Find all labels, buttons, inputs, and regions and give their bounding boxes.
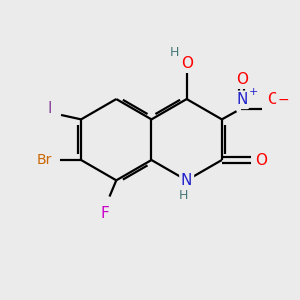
Text: H: H — [178, 189, 188, 202]
Text: I: I — [47, 101, 52, 116]
Text: −: − — [278, 93, 290, 107]
Text: H: H — [169, 46, 179, 59]
Text: +: + — [249, 88, 258, 98]
Text: O: O — [256, 152, 268, 167]
Text: O: O — [236, 72, 248, 87]
Text: N: N — [236, 92, 248, 107]
Text: O: O — [267, 92, 279, 107]
Text: N: N — [181, 173, 192, 188]
Text: F: F — [100, 206, 109, 221]
Text: O: O — [181, 56, 193, 70]
Text: Br: Br — [37, 153, 52, 167]
